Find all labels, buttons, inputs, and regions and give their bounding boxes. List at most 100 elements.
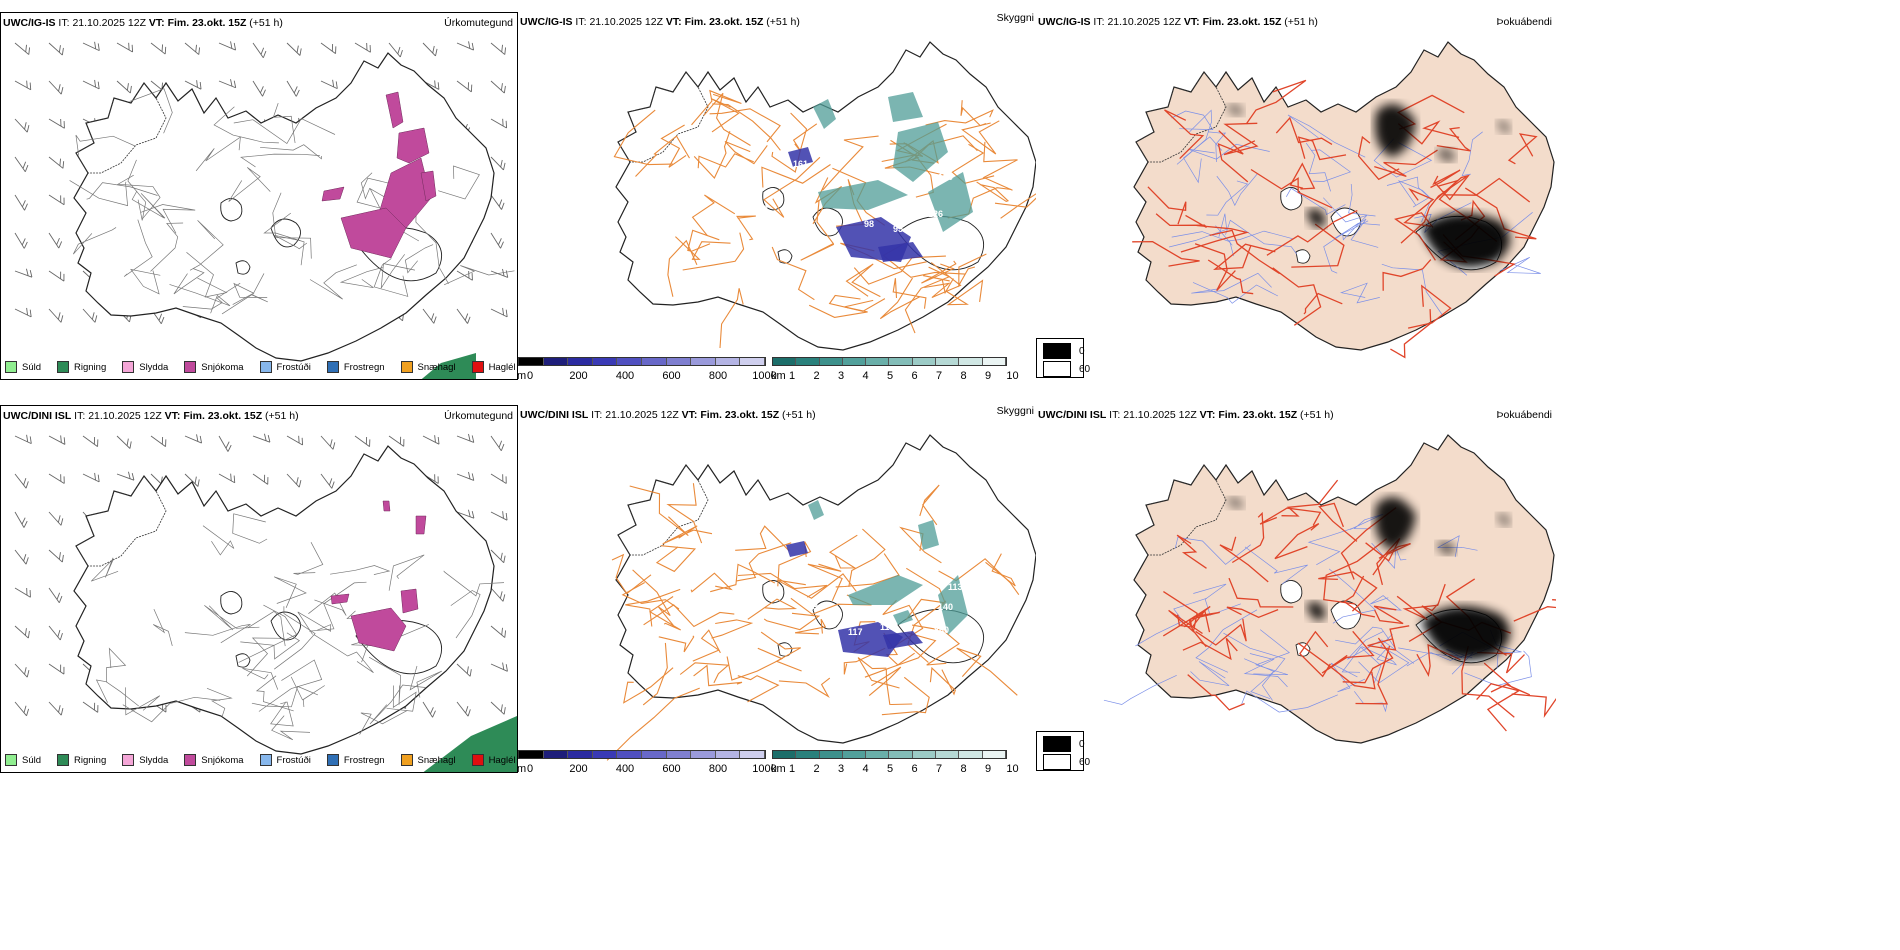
- road: [881, 676, 930, 716]
- westfjords-detail: [1135, 464, 1227, 556]
- wind-barb: [218, 435, 232, 452]
- colorbar-tick: 6: [911, 763, 918, 775]
- road: [189, 220, 224, 271]
- fog-area: [1375, 104, 1416, 157]
- init-time-value: 21.10.2025 12Z: [72, 17, 146, 29]
- visibility-panel: 117 118 860 140 113 23 UWC/DINI ISL IT: 21.10.…: [517, 405, 1036, 775]
- legend-swatch: [400, 754, 413, 766]
- wind-barb: [286, 435, 304, 446]
- road: [761, 164, 831, 188]
- legend-swatch: [326, 754, 339, 766]
- road: [982, 141, 1018, 191]
- road: [129, 88, 173, 134]
- road: [1403, 188, 1435, 227]
- glacier-outline: [1280, 187, 1303, 211]
- legend-label: Snjókoma: [201, 754, 244, 766]
- road: [1213, 243, 1276, 270]
- colorbar-tick: 400: [615, 370, 635, 382]
- road: [1289, 162, 1316, 190]
- iceland-outline: [606, 434, 1036, 761]
- glacier-outline: [777, 249, 793, 264]
- valid-time-label: VT:: [1183, 16, 1200, 28]
- snow-area: [415, 515, 427, 535]
- colorbar-tick: 1: [788, 370, 796, 382]
- wind-barb: [490, 268, 509, 278]
- road: [623, 667, 674, 704]
- wind-barb: [490, 194, 505, 210]
- colorbar-tick: 6: [911, 370, 918, 382]
- road: [1397, 120, 1460, 145]
- colorbar-tick: 1000: [752, 763, 777, 775]
- wind-barb: [48, 156, 65, 169]
- river: [1381, 263, 1443, 316]
- wind-barb: [48, 473, 65, 484]
- wind-barb: [252, 473, 269, 485]
- colorbar-tick: 2: [813, 763, 820, 775]
- visibility-teal-area: [808, 500, 824, 520]
- fog-legend-row: 60: [1043, 754, 1090, 770]
- wind-barb: [252, 433, 271, 443]
- fog-area: [1496, 120, 1511, 134]
- road: [271, 715, 311, 741]
- fog-area: [1436, 148, 1456, 162]
- visibility-value-label: 140: [938, 172, 953, 182]
- wind-barb: [14, 434, 32, 445]
- road: [1194, 243, 1236, 292]
- wind-barb: [320, 473, 335, 489]
- snow-area: [385, 91, 404, 129]
- road: [272, 102, 296, 144]
- visibility-teal-area: [918, 520, 939, 550]
- road: [613, 109, 673, 166]
- road: [95, 679, 139, 707]
- road: [359, 710, 408, 735]
- road: [994, 193, 1036, 219]
- road: [232, 282, 268, 305]
- colorbar-unit: m: [517, 370, 527, 382]
- wind-barb: [490, 625, 507, 638]
- glacier-outline: [235, 260, 251, 275]
- legend-label: Slydda: [139, 754, 169, 766]
- visibility-teal-area: [888, 92, 923, 122]
- river: [1243, 653, 1288, 688]
- colorbar-segment: [982, 751, 1006, 758]
- visibility-value-label: 113: [948, 582, 963, 592]
- wind-barb: [14, 587, 31, 598]
- road: [169, 284, 231, 314]
- legend-item: Snæhagl: [400, 754, 456, 766]
- wind-barb: [388, 435, 405, 447]
- colorbar-segment: [819, 751, 843, 758]
- road: [1250, 168, 1333, 209]
- visibility-value-label: 153: [753, 204, 768, 214]
- colorbar-tick: 9: [984, 763, 992, 775]
- road: [1275, 116, 1333, 145]
- road: [606, 687, 700, 761]
- fog-area: [1226, 496, 1244, 509]
- visibility-teal-area: [938, 575, 968, 635]
- road: [443, 265, 515, 286]
- legend-swatch: [471, 361, 484, 373]
- road: [238, 604, 298, 663]
- legend-label: Snæhagl: [417, 754, 456, 766]
- road: [621, 582, 680, 610]
- road: [140, 204, 196, 234]
- wind-barb: [48, 80, 64, 95]
- road: [388, 554, 425, 591]
- fog-legend-label: 60: [1079, 363, 1091, 375]
- valid-time-value: Fim. 23.okt. 15Z: [1218, 409, 1298, 421]
- river: [1361, 646, 1398, 666]
- wind-barb: [82, 701, 99, 713]
- wind-barb: [422, 308, 437, 324]
- colorbar-tick: 600: [662, 763, 681, 775]
- model-name: UWC/IG-IS: [520, 16, 573, 28]
- coastline: [1133, 434, 1555, 744]
- road: [380, 254, 415, 289]
- road: [1266, 210, 1358, 256]
- road: [386, 685, 417, 712]
- valid-time-value: Fim. 23.okt. 15Z: [684, 16, 764, 28]
- road: [1382, 259, 1432, 291]
- road: [1394, 212, 1436, 261]
- visibility-blue-area: [786, 541, 808, 557]
- wind-barb: [116, 471, 135, 481]
- glacier-outline: [812, 600, 843, 630]
- road: [90, 557, 119, 582]
